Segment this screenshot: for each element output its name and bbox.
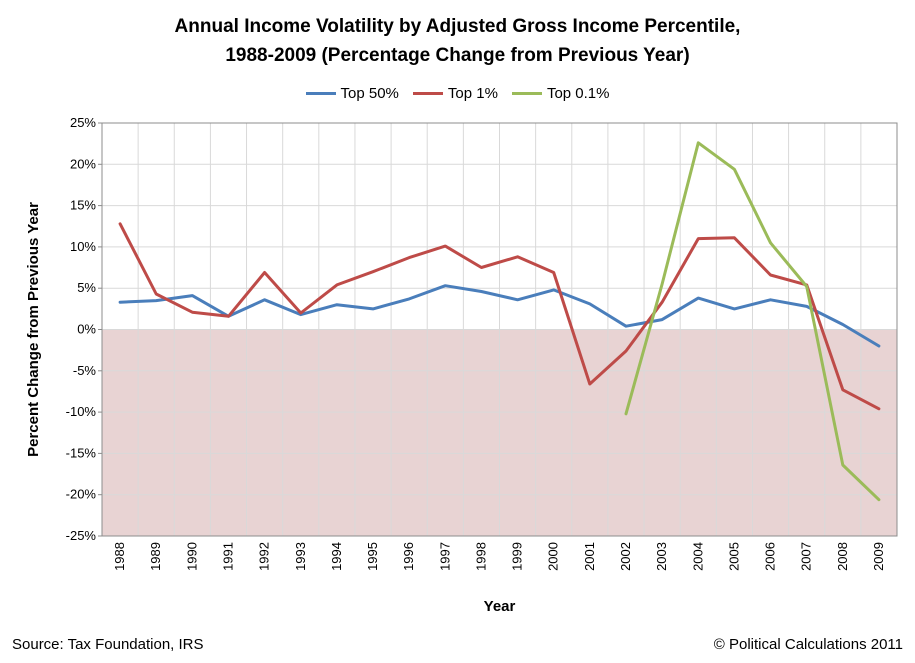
legend: Top 50% Top 1% Top 0.1%	[0, 85, 915, 102]
x-tick-label: 1992	[257, 542, 272, 571]
series-line-1	[118, 222, 881, 411]
legend-item-top-50: Top 50%	[305, 85, 399, 102]
x-tick-label: 1998	[473, 542, 488, 571]
legend-label: Top 0.1%	[546, 85, 610, 102]
x-tick-label: 1988	[112, 542, 127, 571]
legend-label: Top 1%	[447, 85, 498, 102]
source-note: Source: Tax Foundation, IRS	[12, 636, 204, 653]
y-tick-label: 10%	[70, 239, 96, 254]
y-tick-label: -20%	[66, 487, 97, 502]
legend-swatch	[412, 92, 443, 95]
y-tick-label: 0%	[77, 322, 96, 337]
y-tick-label: 20%	[70, 156, 96, 171]
legend-item-top-0-1: Top 0.1%	[511, 85, 610, 102]
x-axis-ticks: 1988 1989 1990 1991 1992 1993 1994 1995 1996 1997…	[112, 542, 886, 571]
x-tick-label: 1997	[437, 542, 452, 571]
y-axis-ticks: -25% -20% -15% -10% -5% 0% 5% 10% 15% 20% 25%	[66, 115, 102, 543]
x-tick-label: 2000	[546, 542, 561, 571]
x-tick-label: 2006	[763, 542, 778, 571]
y-tick-label: 15%	[70, 198, 96, 213]
x-tick-label: 1994	[329, 542, 344, 571]
legend-swatch	[305, 92, 336, 95]
x-tick-label: 2007	[799, 542, 814, 571]
x-tick-label: 2002	[618, 542, 633, 571]
x-tick-label: 1999	[510, 542, 525, 571]
x-tick-label: 2001	[582, 542, 597, 571]
x-tick-label: 1989	[148, 542, 163, 571]
series-line-2	[624, 141, 881, 502]
x-tick-label: 1995	[365, 542, 380, 571]
x-tick-label: 2003	[654, 542, 669, 571]
x-tick-label: 2004	[690, 542, 705, 571]
chart-title: Annual Income Volatility by Adjusted Gro…	[174, 16, 741, 37]
x-tick-label: 1990	[184, 542, 199, 571]
legend-label: Top 50%	[340, 85, 399, 102]
x-axis-title: Year	[484, 598, 516, 615]
y-tick-label: -10%	[66, 404, 97, 419]
credit-note: © Political Calculations 2011	[713, 636, 903, 653]
series-line-0	[118, 284, 881, 348]
y-axis-title: Percent Change from Previous Year	[25, 202, 42, 457]
x-tick-label: 1993	[293, 542, 308, 571]
y-tick-label: -5%	[73, 363, 97, 378]
x-tick-label: 2005	[726, 542, 741, 571]
chart-subtitle: 1988-2009 (Percentage Change from Previo…	[225, 45, 690, 66]
series-lines	[118, 141, 881, 502]
y-tick-label: 25%	[70, 115, 96, 130]
y-tick-label: -15%	[66, 445, 97, 460]
legend-item-top-1: Top 1%	[412, 85, 498, 102]
legend-swatch	[511, 92, 542, 95]
x-tick-label: 1991	[220, 542, 235, 571]
y-tick-label: -25%	[66, 528, 97, 543]
x-tick-label: 2008	[835, 542, 850, 571]
x-tick-label: 2009	[871, 542, 886, 571]
y-tick-label: 5%	[77, 280, 96, 295]
x-tick-label: 1996	[401, 542, 416, 571]
